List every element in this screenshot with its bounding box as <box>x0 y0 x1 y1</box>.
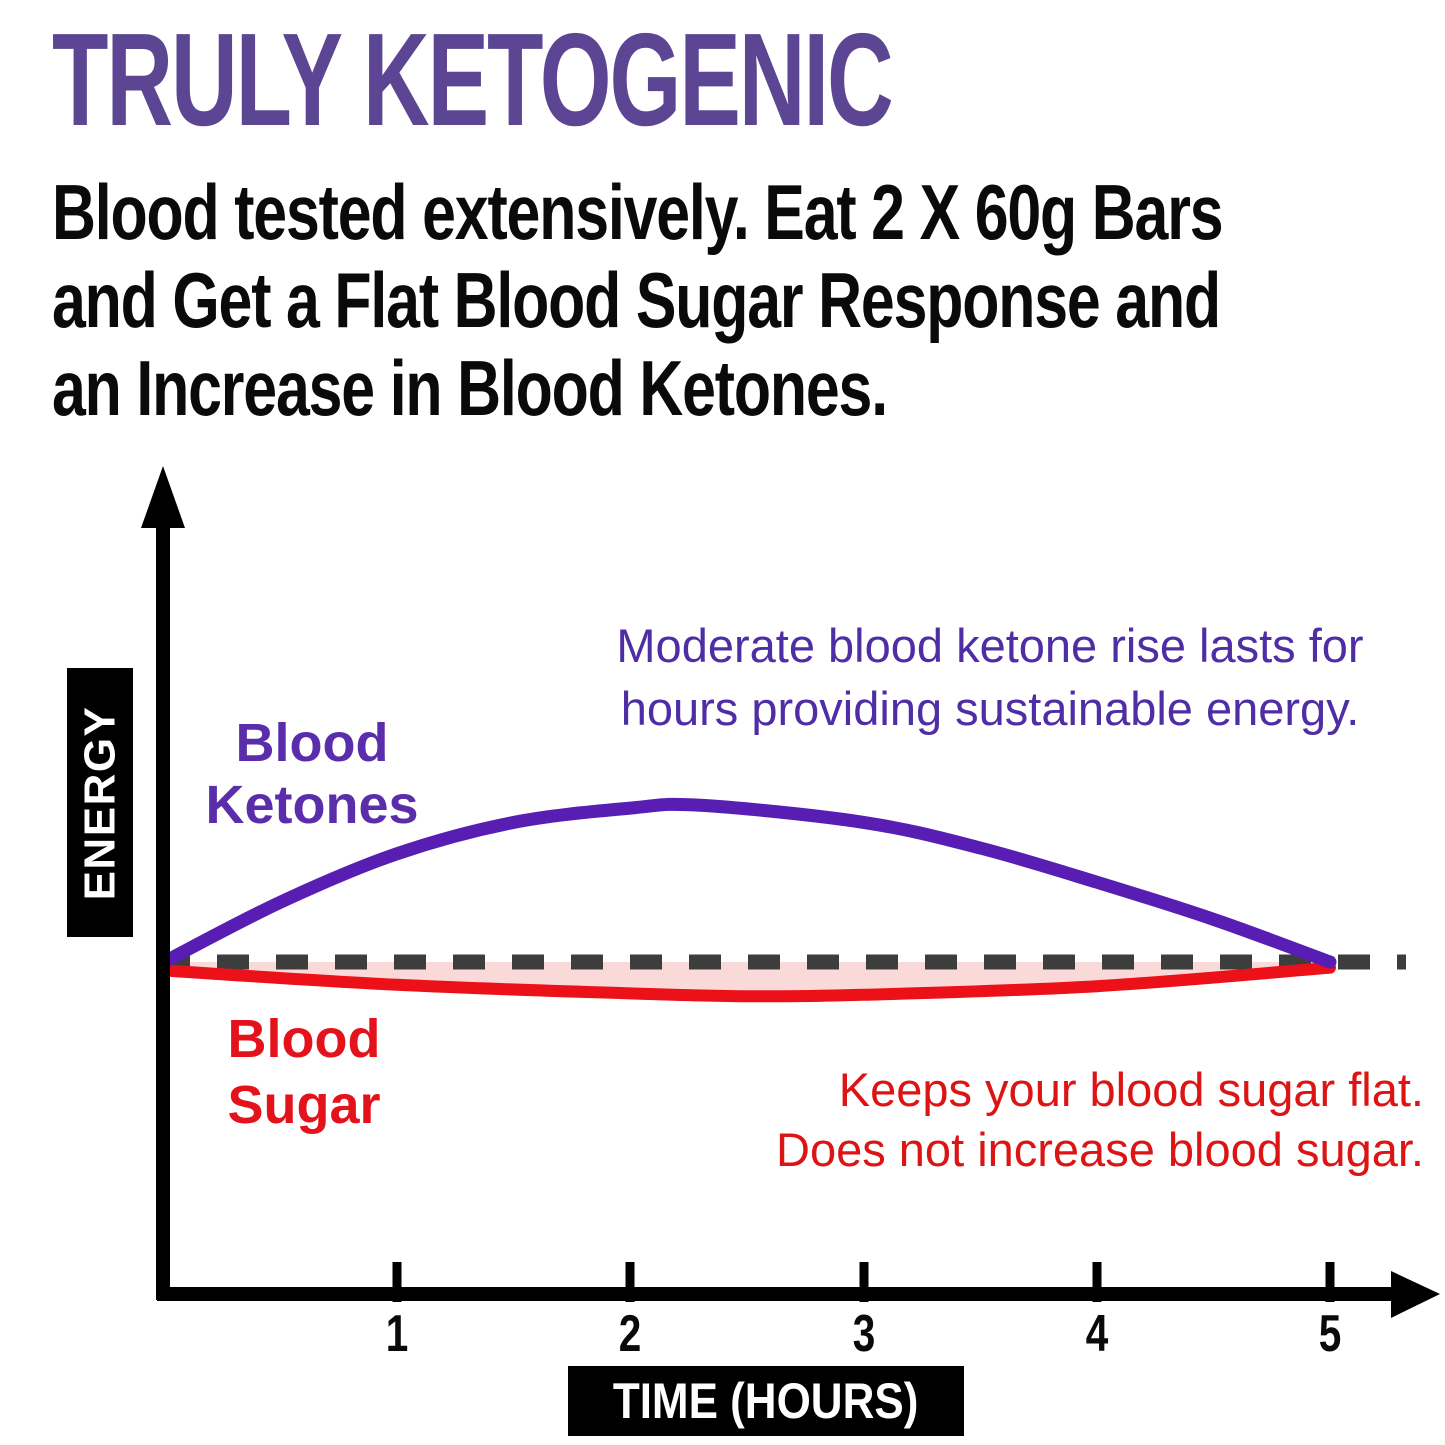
page-title: TRULY KETOGENIC <box>52 6 894 153</box>
x-tick-label-1: 1 <box>385 1305 409 1363</box>
ketones-annotation-line-1: Moderate blood ketone rise lasts for <box>616 619 1364 672</box>
subtitle: Blood tested extensively. Eat 2 X 60g Ba… <box>52 168 1224 432</box>
blood-ketones-label: Blood Ketones <box>205 713 419 835</box>
subtitle-line-1: Blood tested extensively. Eat 2 X 60g Ba… <box>52 168 1224 256</box>
x-axis-label: TIME (HOURS) <box>613 1373 919 1429</box>
subtitle-line-2: and Get a Flat Blood Sugar Response and <box>52 256 1221 344</box>
blood-sugar-curve <box>158 961 1336 1003</box>
sugar-annotation: Keeps your blood sugar flat. Does not in… <box>560 1060 1424 1180</box>
x-tick-label-4: 4 <box>1085 1305 1109 1363</box>
blood-ketones-curve <box>157 797 1337 969</box>
ketones-annotation: Moderate blood ketone rise lasts for hou… <box>545 614 1435 740</box>
sugar-annotation-line-1: Keeps your blood sugar flat. <box>838 1063 1424 1116</box>
blood-sugar-label: Blood Sugar <box>227 1009 381 1135</box>
y-axis-arrowhead-icon <box>141 466 185 528</box>
x-tick-label-2: 2 <box>618 1305 642 1363</box>
sugar-annotation-line-2: Does not increase blood sugar. <box>776 1123 1424 1176</box>
y-axis-label: ENERGY <box>75 705 125 900</box>
x-axis-arrowhead-icon <box>1391 1271 1440 1318</box>
y-axis-label-box: ENERGY <box>67 668 133 937</box>
subtitle-line-3: an Increase in Blood Ketones. <box>52 344 888 432</box>
ketones-annotation-line-2: hours providing sustainable energy. <box>620 682 1360 735</box>
x-tick-label-5: 5 <box>1318 1305 1342 1363</box>
x-axis-label-box: TIME (HOURS) <box>568 1366 964 1436</box>
x-tick-label-3: 3 <box>852 1305 876 1363</box>
